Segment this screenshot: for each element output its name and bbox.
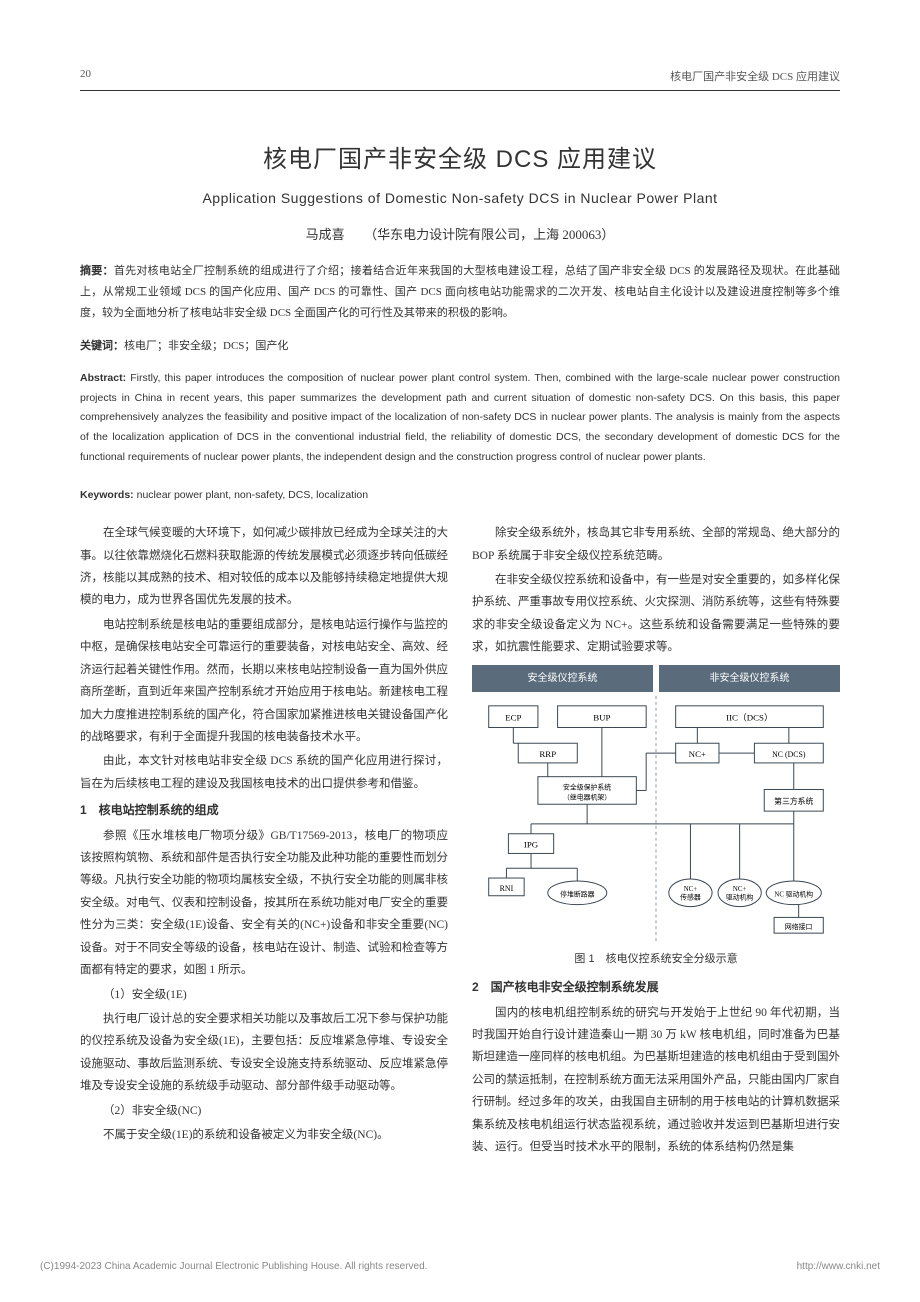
body-p4: 参照《压水堆核电厂物项分级》GB/T17569-2013，核电厂的物项应该按照构…: [80, 825, 448, 982]
body-p2: 电站控制系统是核电站的重要组成部分，是核电站运行操作与监控的中枢，是确保核电站安…: [80, 614, 448, 749]
svg-text:传感器: 传感器: [680, 893, 701, 902]
running-title: 核电厂国产非安全级 DCS 应用建议: [670, 68, 840, 84]
sub-1: （1）安全级(1E): [80, 984, 448, 1006]
abstract-en-text: Firstly, this paper introduces the compo…: [80, 372, 840, 464]
footer-right: http://www.cnki.net: [797, 1261, 880, 1272]
fig1-header-left: 安全级仪控系统: [472, 665, 653, 693]
page-footer: (C)1994-2023 China Academic Journal Elec…: [40, 1261, 880, 1272]
section-2-heading: 2 国产核电非安全级控制系统发展: [472, 976, 840, 999]
page-number: 20: [80, 68, 91, 84]
svg-text:NC+: NC+: [733, 886, 747, 893]
author-name: 马成喜: [306, 227, 345, 242]
keywords-cn: 关键词：核电厂；非安全级；DCS；国产化: [80, 336, 840, 357]
figure-1-diagram: 安全级仪控系统 非安全级仪控系统 ECP BUP IIC（DCS）: [472, 665, 840, 945]
body-p6: 不属于安全级(1E)的系统和设备被定义为非安全级(NC)。: [80, 1124, 448, 1146]
fig1-rrp: RRP: [539, 749, 556, 759]
body-p3: 由此，本文针对核电站非安全级 DCS 系统的国产化应用进行探讨，旨在为后续核电工…: [80, 750, 448, 795]
abstract-cn: 摘要：首先对核电站全厂控制系统的组成进行了介绍；接着结合近年来我国的大型核电建设…: [80, 261, 840, 324]
title-chinese: 核电厂国产非安全级 DCS 应用建议: [80, 139, 840, 174]
svg-text:驱动机构: 驱动机构: [726, 893, 754, 902]
keywords-en: Keywords: nuclear power plant, non-safet…: [80, 486, 840, 506]
footer-left: (C)1994-2023 China Academic Journal Elec…: [40, 1261, 427, 1272]
fig1-iic: IIC（DCS）: [726, 713, 773, 723]
keywords-en-text: nuclear power plant, non-safety, DCS, lo…: [134, 489, 368, 501]
abstract-en: Abstract: Firstly, this paper introduces…: [80, 369, 840, 469]
body-p1: 在全球气候变暖的大环境下，如何减少碳排放已经成为全球关注的大事。以往依靠燃烧化石…: [80, 522, 448, 612]
fig1-ipg: IPG: [524, 840, 539, 850]
fig1-bup: BUP: [593, 713, 610, 723]
keywords-cn-label: 关键词：: [80, 340, 124, 352]
fig1-ecp: ECP: [505, 713, 521, 723]
fig1-ncplus: NC+: [689, 749, 706, 759]
fig1-ncdrive: NC 驱动机构: [774, 890, 813, 899]
fig1-safety2: （继电器机架）: [563, 793, 611, 802]
figure-1-caption: 图 1 核电仪控系统安全分级示意: [472, 949, 840, 970]
page-header: 20 核电厂国产非安全级 DCS 应用建议: [80, 68, 840, 91]
sub-2: （2）非安全级(NC): [80, 1100, 448, 1122]
body-p5: 执行电厂设计总的安全要求相关功能以及事故后工况下参与保护功能的仪控系统及设备为安…: [80, 1008, 448, 1098]
body-p9: 国内的核电机组控制系统的研究与开发始于上世纪 90 年代初期，当时我国开始自行设…: [472, 1002, 840, 1159]
fig1-svg: ECP BUP IIC（DCS） RRP NC+ NC (DCS) 安全级保护系…: [472, 696, 840, 942]
author-line: 马成喜 （华东电力设计院有限公司，上海 200063）: [80, 224, 840, 243]
body-p7: 除安全级系统外，核岛其它非专用系统、全部的常规岛、绝大部分的 BOP 系统属于非…: [472, 522, 840, 567]
fig1-brk: 停堆断路器: [560, 890, 595, 899]
fig1-ncdcs: NC (DCS): [772, 750, 806, 759]
section-1-heading: 1 核电站控制系统的组成: [80, 799, 448, 822]
abstract-en-label: Abstract:: [80, 372, 126, 384]
keywords-en-label: Keywords:: [80, 489, 134, 501]
abstract-cn-text: 首先对核电站全厂控制系统的组成进行了介绍；接着结合近年来我国的大型核电建设工程，…: [80, 265, 840, 319]
figure-1: 安全级仪控系统 非安全级仪控系统 ECP BUP IIC（DCS）: [472, 665, 840, 970]
abstract-cn-label: 摘要：: [80, 265, 114, 277]
keywords-cn-text: 核电厂；非安全级；DCS；国产化: [124, 340, 288, 352]
svg-text:NC+: NC+: [684, 886, 698, 893]
body-columns: 在全球气候变暖的大环境下，如何减少碳排放已经成为全球关注的大事。以往依靠燃烧化石…: [80, 522, 840, 1158]
title-english: Application Suggestions of Domestic Non-…: [80, 190, 840, 206]
fig1-rni: RNI: [500, 884, 514, 893]
fig1-net: 网络接口: [785, 922, 813, 931]
author-affiliation: （华东电力设计院有限公司，上海 200063）: [364, 227, 614, 242]
fig1-header-right: 非安全级仪控系统: [659, 665, 840, 693]
fig1-third: 第三方系统: [774, 796, 813, 806]
body-p8: 在非安全级仪控系统和设备中，有一些是对安全重要的，如多样化保护系统、严重事故专用…: [472, 569, 840, 659]
fig1-safety1: 安全级保护系统: [563, 783, 611, 792]
